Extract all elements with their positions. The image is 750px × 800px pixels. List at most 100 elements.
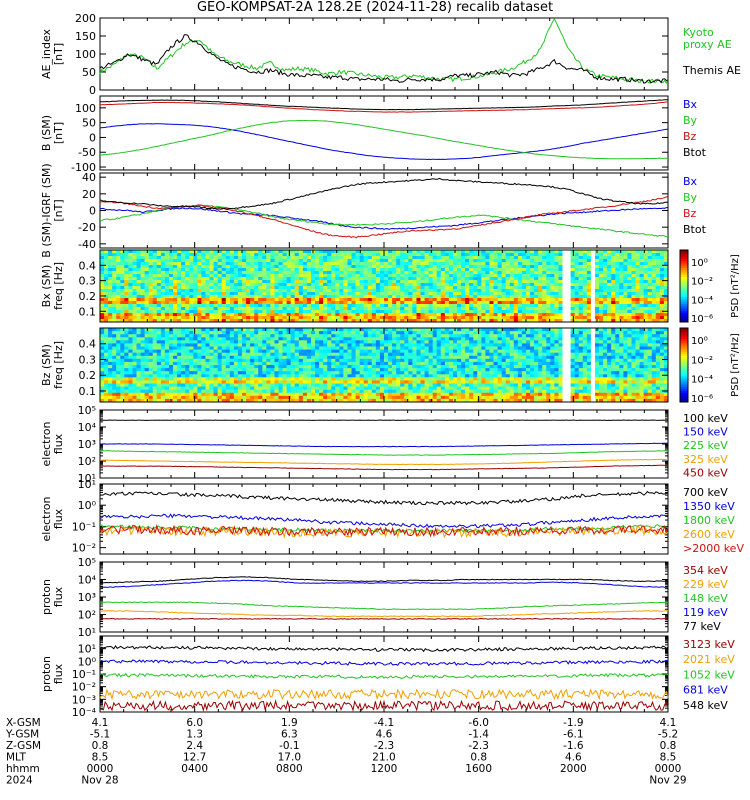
spectrogram-cell bbox=[558, 319, 563, 323]
spectrogram-cell bbox=[412, 289, 417, 293]
spectrogram-cell bbox=[201, 368, 206, 372]
spectrogram-cell bbox=[225, 349, 231, 354]
spectrogram-cell bbox=[124, 365, 129, 369]
spectrogram-cell bbox=[635, 295, 640, 299]
spectrogram-cell bbox=[509, 256, 515, 260]
spectrogram-cell bbox=[473, 313, 478, 317]
spectrogram-cell bbox=[197, 361, 202, 366]
spectrogram-cell bbox=[173, 392, 178, 397]
spectrogram-cell bbox=[469, 274, 474, 278]
spectrogram-cell bbox=[574, 319, 580, 323]
spectrogram-cell bbox=[404, 292, 409, 296]
spectrogram-cell bbox=[323, 301, 328, 305]
spectrogram-cell bbox=[469, 304, 474, 308]
spectrogram-cell bbox=[562, 313, 567, 317]
spectrogram-cell bbox=[140, 395, 146, 400]
spectrogram-cell bbox=[493, 295, 498, 299]
spectrogram-cell bbox=[566, 256, 572, 260]
spectrogram-cell bbox=[335, 295, 340, 299]
spectrogram-cell bbox=[233, 331, 239, 335]
colorbar-cell bbox=[680, 275, 688, 278]
spectrogram-cell bbox=[339, 283, 344, 287]
spectrogram-cell bbox=[156, 331, 162, 335]
spectrogram-cell bbox=[258, 349, 263, 354]
spectrogram-cell bbox=[371, 304, 377, 308]
spectrogram-cell bbox=[108, 334, 113, 338]
spectrogram-cell bbox=[221, 289, 227, 293]
spectrogram-cell bbox=[627, 301, 632, 305]
spectrogram-cell bbox=[148, 298, 154, 302]
spectrogram-cell bbox=[388, 307, 393, 311]
spectrogram-cell bbox=[169, 304, 174, 308]
spectrogram-cell bbox=[266, 398, 271, 403]
spectrogram-cell bbox=[428, 307, 434, 311]
spectrogram-cell bbox=[311, 349, 316, 354]
spectrogram-cell bbox=[416, 277, 421, 281]
spectrogram-cell bbox=[193, 277, 198, 281]
spectrogram-cell bbox=[270, 334, 275, 338]
spectrogram-cell bbox=[116, 316, 121, 320]
spectrogram-cell bbox=[444, 316, 450, 320]
spectrogram-cell bbox=[152, 283, 158, 287]
spectrogram-cell bbox=[209, 316, 214, 320]
spectrogram-cell bbox=[432, 310, 438, 314]
spectrogram-cell bbox=[225, 380, 231, 384]
spectrogram-cell bbox=[233, 301, 239, 305]
spectrogram-cell bbox=[627, 262, 632, 266]
spectrogram-cell bbox=[181, 380, 186, 384]
spectrogram-cell bbox=[578, 313, 584, 317]
spectrogram-cell bbox=[517, 259, 523, 263]
spectrogram-cell bbox=[582, 274, 588, 278]
spectrogram-cell bbox=[619, 259, 624, 263]
spectrogram-cell bbox=[465, 319, 470, 323]
spectrogram-cell bbox=[229, 331, 235, 335]
spectrogram-cell bbox=[152, 358, 158, 363]
spectrogram-cell bbox=[278, 304, 283, 308]
spectrogram-cell bbox=[221, 355, 227, 360]
spectrogram-cell bbox=[473, 253, 478, 257]
spectrogram-cell bbox=[246, 250, 251, 254]
spectrogram-cell bbox=[132, 395, 137, 400]
spectrogram-cell bbox=[311, 283, 316, 287]
spectrogram-cell bbox=[359, 259, 365, 263]
spectrogram-cell bbox=[193, 307, 198, 311]
spectrogram-cell bbox=[359, 280, 365, 284]
spectrogram-cell bbox=[461, 307, 466, 311]
spectrogram-cell bbox=[242, 268, 247, 272]
spectrogram-cell bbox=[128, 295, 133, 299]
spectrogram-cell bbox=[254, 343, 259, 347]
spectrogram-cell bbox=[453, 307, 458, 311]
spectrogram-cell bbox=[294, 259, 300, 263]
spectrogram-cell bbox=[493, 292, 498, 296]
colorbar-cell bbox=[680, 266, 688, 269]
spectrogram-cell bbox=[355, 283, 361, 287]
spectrogram-cell bbox=[611, 280, 616, 284]
spectrogram-cell bbox=[205, 307, 210, 311]
spectrogram-cell bbox=[347, 319, 352, 323]
spectrogram-cell bbox=[173, 352, 178, 357]
colorbar-cell bbox=[680, 296, 688, 300]
spectrogram-cell bbox=[396, 313, 401, 317]
spectrogram-cell bbox=[311, 386, 316, 391]
spectrogram-cell bbox=[542, 283, 547, 287]
spectrogram-cell bbox=[627, 271, 632, 275]
spectrogram-cell bbox=[611, 253, 616, 257]
spectrogram-cell bbox=[164, 304, 170, 308]
spectrogram-cell bbox=[659, 313, 665, 317]
spectrogram-cell bbox=[189, 377, 194, 381]
spectrogram-cell bbox=[262, 310, 267, 314]
spectrogram-cell bbox=[607, 289, 612, 293]
spectrogram-cell bbox=[164, 343, 170, 347]
spectrogram-cell bbox=[112, 355, 117, 360]
spectrogram-cell bbox=[254, 328, 259, 332]
spectrogram-cell bbox=[282, 328, 288, 332]
spectrogram-cell bbox=[416, 259, 421, 263]
spectrogram-cell bbox=[242, 343, 247, 347]
spectrogram-cell bbox=[379, 268, 385, 272]
spectrogram-cell bbox=[213, 307, 219, 311]
spectrogram-cell bbox=[112, 310, 117, 314]
spectrogram-cell bbox=[578, 295, 584, 299]
spectrogram-cell bbox=[570, 289, 576, 293]
spectrogram-cell bbox=[225, 301, 231, 305]
spectrogram-cell bbox=[148, 271, 154, 275]
